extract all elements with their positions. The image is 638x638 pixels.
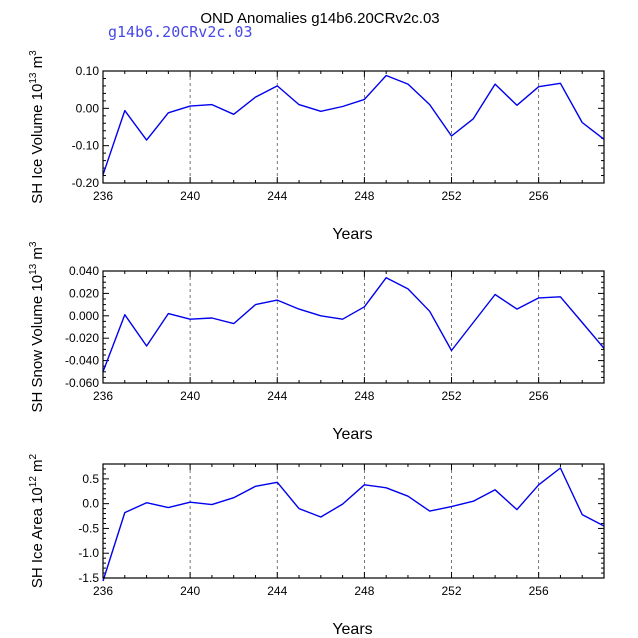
- plot-frame: [102, 270, 605, 384]
- y-axis-label-part: 13: [28, 72, 39, 84]
- y-tick-label: 0.040: [69, 264, 99, 278]
- panel-ice-area: 236 240 244 248 252 256 -1.5 -1.0 -0.5 0.0 0.5 Year…: [28, 453, 605, 638]
- data-series-line: [102, 467, 605, 582]
- plot-frame: [102, 463, 605, 579]
- x-axis-label: Years: [332, 426, 372, 443]
- y-tick-label: -0.20: [72, 176, 100, 190]
- data-series-line: [102, 74, 605, 176]
- x-tick-label: 252: [442, 189, 462, 203]
- y-axis-label-part: SH Snow Volume 10: [29, 275, 46, 413]
- y-axis-label-part: 12: [28, 476, 39, 488]
- y-axis-label-part: 3: [28, 50, 39, 56]
- y-axis-label: SH Ice Volume 1013 m3: [28, 50, 46, 204]
- y-tick-label: -1.5: [78, 571, 99, 585]
- x-tick-label: 236: [93, 189, 113, 203]
- x-tick-label: 240: [180, 389, 200, 403]
- y-tick-label: -0.5: [78, 521, 99, 535]
- panel-ice-volume: 236 240 244 248 252 256 -0.20 -0.10 0.00 0.10 Year…: [28, 50, 605, 243]
- figure-subtitle: g14b6.20CRv2c.03: [108, 23, 253, 41]
- y-tick-label: 0.020: [69, 286, 99, 300]
- x-tick-label: 236: [93, 389, 113, 403]
- x-tick-label: 256: [529, 389, 549, 403]
- x-tick-label: 252: [442, 584, 462, 598]
- x-tick-label: 244: [267, 584, 287, 598]
- y-tick-label: 0.000: [69, 309, 99, 323]
- x-tick-label: 240: [180, 584, 200, 598]
- y-tick-label: 0.5: [82, 472, 99, 486]
- y-axis-label-part: SH Ice Volume 10: [29, 84, 46, 204]
- y-tick-label: -0.10: [72, 139, 100, 153]
- y-tick-label: -1.0: [78, 546, 99, 560]
- x-tick-label: 236: [93, 584, 113, 598]
- x-tick-label: 256: [529, 584, 549, 598]
- x-tick-label: 256: [529, 189, 549, 203]
- x-tick-label: 244: [267, 389, 287, 403]
- x-axis-label: Years: [332, 621, 372, 638]
- y-tick-label: 0.0: [82, 497, 99, 511]
- y-axis-label-part: 2: [28, 453, 39, 459]
- x-tick-label: 248: [354, 189, 374, 203]
- y-axis-label: SH Snow Volume 1013 m3: [28, 241, 46, 412]
- x-axis-label: Years: [332, 226, 372, 243]
- panel-snow-volume: 236 240 244 248 252 256 -0.060 -0.040 -0.020 0.00…: [28, 241, 605, 443]
- y-axis-label: SH Ice Area 1012 m2: [28, 453, 46, 588]
- y-axis-label-part: m: [29, 247, 46, 264]
- y-axis-label-part: m: [29, 459, 46, 476]
- x-tick-label: 252: [442, 389, 462, 403]
- data-series-line: [102, 277, 605, 373]
- y-tick-label: -0.040: [65, 354, 99, 368]
- y-tick-label: -0.020: [65, 331, 99, 345]
- x-tick-label: 244: [267, 189, 287, 203]
- figure-title: OND Anomalies g14b6.20CRv2c.03: [200, 10, 439, 27]
- x-tick-label: 248: [354, 389, 374, 403]
- y-axis-label-part: 3: [28, 241, 39, 247]
- plot-frame: [102, 70, 605, 184]
- y-axis-label-part: 13: [28, 263, 39, 275]
- x-tick-label: 240: [180, 189, 200, 203]
- x-tick-label: 248: [354, 584, 374, 598]
- y-tick-label: 0.10: [76, 64, 100, 78]
- y-axis-label-part: SH Ice Area 10: [29, 487, 46, 588]
- y-tick-label: 0.00: [76, 101, 100, 115]
- y-tick-label: -0.060: [65, 376, 99, 390]
- y-axis-label-part: m: [29, 56, 46, 73]
